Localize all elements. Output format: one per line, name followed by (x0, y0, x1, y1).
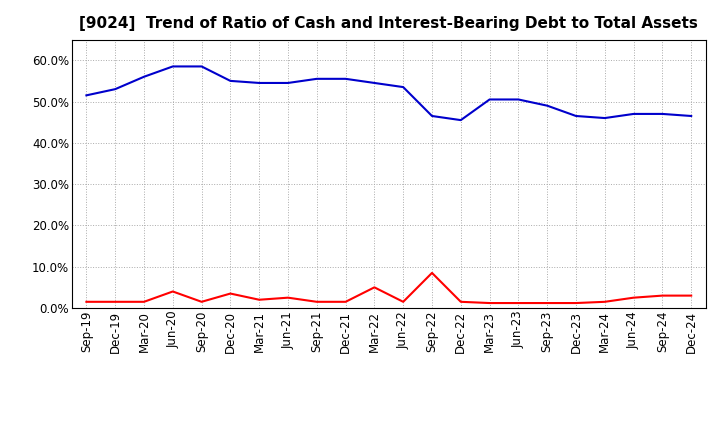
Interest-Bearing Debt (168, 64, 177, 69)
Interest-Bearing Debt (572, 114, 580, 119)
Interest-Bearing Debt (82, 93, 91, 98)
Interest-Bearing Debt (629, 111, 638, 117)
Cash (543, 301, 552, 306)
Interest-Bearing Debt (312, 76, 321, 81)
Cash (428, 270, 436, 275)
Interest-Bearing Debt (341, 76, 350, 81)
Cash (399, 299, 408, 304)
Interest-Bearing Debt (255, 81, 264, 86)
Cash (456, 299, 465, 304)
Cash (312, 299, 321, 304)
Interest-Bearing Debt (543, 103, 552, 108)
Interest-Bearing Debt (197, 64, 206, 69)
Cash (687, 293, 696, 298)
Interest-Bearing Debt (600, 115, 609, 121)
Interest-Bearing Debt (514, 97, 523, 102)
Interest-Bearing Debt (284, 81, 292, 86)
Interest-Bearing Debt (687, 114, 696, 119)
Cash (485, 301, 494, 306)
Cash (111, 299, 120, 304)
Interest-Bearing Debt (428, 114, 436, 119)
Interest-Bearing Debt (140, 74, 148, 79)
Cash (629, 295, 638, 301)
Cash (140, 299, 148, 304)
Interest-Bearing Debt (456, 117, 465, 123)
Cash (341, 299, 350, 304)
Title: [9024]  Trend of Ratio of Cash and Interest-Bearing Debt to Total Assets: [9024] Trend of Ratio of Cash and Intere… (79, 16, 698, 32)
Interest-Bearing Debt (399, 84, 408, 90)
Cash (370, 285, 379, 290)
Cash (226, 291, 235, 296)
Interest-Bearing Debt (111, 87, 120, 92)
Cash (197, 299, 206, 304)
Line: Interest-Bearing Debt: Interest-Bearing Debt (86, 66, 691, 120)
Cash (658, 293, 667, 298)
Cash (255, 297, 264, 302)
Interest-Bearing Debt (485, 97, 494, 102)
Line: Cash: Cash (86, 273, 691, 303)
Cash (600, 299, 609, 304)
Cash (514, 301, 523, 306)
Cash (168, 289, 177, 294)
Interest-Bearing Debt (658, 111, 667, 117)
Cash (82, 299, 91, 304)
Cash (572, 301, 580, 306)
Interest-Bearing Debt (226, 78, 235, 84)
Cash (284, 295, 292, 301)
Interest-Bearing Debt (370, 81, 379, 86)
